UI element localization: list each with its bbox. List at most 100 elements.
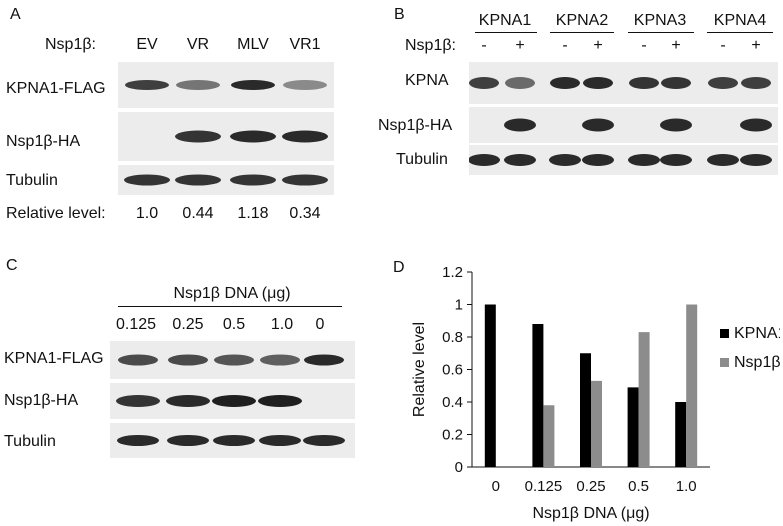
panel-b-group-underline — [628, 32, 694, 33]
blot-band — [166, 395, 210, 407]
panel-a-relative-value: 1.18 — [237, 205, 269, 222]
blot-c-nsp1b-ha — [110, 383, 355, 419]
panel-c-lane-label: 0.25 — [172, 316, 204, 333]
blot-band — [661, 77, 691, 89]
blot-band — [708, 77, 738, 89]
blot-band — [660, 118, 692, 132]
blot-band — [504, 154, 536, 166]
panel-c-row-label: Tubulin — [4, 433, 56, 450]
panel-a-relative-value: 0.34 — [289, 205, 321, 222]
panel-b-sign: - — [481, 37, 487, 54]
y-tick-label: 1.2 — [442, 264, 463, 281]
blot-band — [505, 77, 535, 89]
panel-d-letter: D — [393, 259, 405, 276]
panel-b-row-label: Tubulin — [396, 151, 448, 168]
bar-nsp1-4 — [686, 304, 698, 467]
panel-a-header-label: Nsp1β: — [45, 36, 96, 53]
panel-c-lane-label: 1.0 — [270, 316, 294, 333]
blot-band — [660, 154, 692, 166]
blot-band — [175, 174, 221, 186]
panel-a-row-label: KPNA1-FLAG — [6, 80, 106, 97]
panel-c-letter: C — [6, 257, 18, 274]
panel-c-row-label: Nsp1β-HA — [4, 392, 79, 409]
panel-a-letter: A — [10, 6, 21, 23]
panel-a-lane-label: VR — [186, 36, 210, 53]
blot-band — [303, 435, 345, 446]
bar-kpna1-2 — [580, 353, 591, 467]
blot-band — [707, 154, 739, 166]
y-tick-label: 0.4 — [442, 394, 463, 411]
blot-band — [212, 395, 256, 407]
blot-band — [741, 77, 771, 89]
blot-band — [230, 130, 276, 143]
x-tick-label: 1.0 — [676, 478, 697, 495]
blot-band — [176, 80, 220, 90]
blot-band — [629, 77, 659, 89]
blot-band — [116, 395, 160, 407]
blot-band — [583, 77, 613, 89]
blot-band — [231, 80, 275, 90]
panel-b-row-label: KPNA — [405, 72, 449, 89]
legend-swatch — [720, 358, 729, 367]
blot-a-tubulin — [118, 165, 334, 195]
y-tick-label: 1 — [455, 297, 463, 314]
blot-band — [214, 354, 254, 366]
x-tick-label: 0.125 — [525, 478, 563, 495]
blot-b-tubulin — [469, 145, 778, 175]
blot-band — [213, 435, 255, 446]
bar-kpna1-3 — [627, 387, 639, 467]
blot-band — [175, 130, 221, 143]
x-tick-label: 0.5 — [628, 478, 649, 495]
blot-band — [740, 118, 772, 132]
bar-nsp1-2 — [591, 380, 602, 467]
y-axis-label: Relative level — [411, 322, 428, 417]
blot-c-kpna1-flag — [110, 341, 355, 379]
panel-b-group-label: KPNA2 — [555, 12, 609, 29]
blot-band — [117, 435, 159, 446]
panel-c-header-underline — [118, 306, 342, 307]
blot-band — [282, 130, 328, 143]
panel-a-lane-label: VR1 — [289, 36, 321, 53]
blot-band — [260, 354, 300, 366]
x-tick-label: 0 — [492, 478, 500, 495]
bar-kpna1-4 — [675, 402, 687, 467]
panel-b-row-label: Nsp1β-HA — [378, 117, 453, 134]
blot-band — [582, 118, 614, 132]
blot-band — [469, 154, 500, 166]
panel-b-sign: - — [641, 37, 647, 54]
blot-band — [168, 354, 208, 366]
blot-band — [167, 435, 209, 446]
panel-b-sign: - — [562, 37, 568, 54]
blot-band — [230, 174, 276, 186]
blot-band — [124, 174, 170, 186]
panel-b-group-label: KPNA4 — [713, 12, 767, 29]
blot-band — [258, 395, 302, 407]
panel-a-lane-label: EV — [136, 36, 158, 53]
y-tick-label: 0 — [455, 459, 463, 476]
panel-a-row-label: Nsp1β-HA — [6, 133, 81, 150]
panel-b-sign: + — [515, 37, 525, 54]
bar-kpna1-0 — [484, 304, 496, 467]
legend-swatch — [720, 329, 729, 338]
blot-band — [283, 80, 327, 90]
x-tick-label: 0.25 — [576, 478, 605, 495]
panel-b-letter: B — [394, 6, 405, 23]
panel-b-group-underline — [707, 32, 773, 33]
blot-band — [304, 354, 344, 366]
blot-band — [125, 80, 169, 90]
blot-band — [469, 77, 499, 89]
legend-label: KPNA1 — [734, 325, 780, 342]
panel-b-sign: + — [671, 37, 681, 54]
y-tick-label: 0.2 — [442, 427, 463, 444]
panel-a-lane-label: MLV — [237, 36, 269, 53]
y-tick-label: 0.8 — [442, 329, 463, 346]
blot-band — [259, 435, 301, 446]
panel-c-lane-label: 0.125 — [115, 316, 157, 333]
blot-b-nsp1b-ha — [469, 107, 778, 143]
blot-band — [740, 154, 772, 166]
blot-band — [550, 77, 580, 89]
panel-b-header-label: Nsp1β: — [405, 37, 456, 54]
blot-a-nsp1b-ha — [118, 112, 334, 161]
panel-b-sign: + — [593, 37, 603, 54]
panel-b-group-label: KPNA3 — [633, 12, 687, 29]
